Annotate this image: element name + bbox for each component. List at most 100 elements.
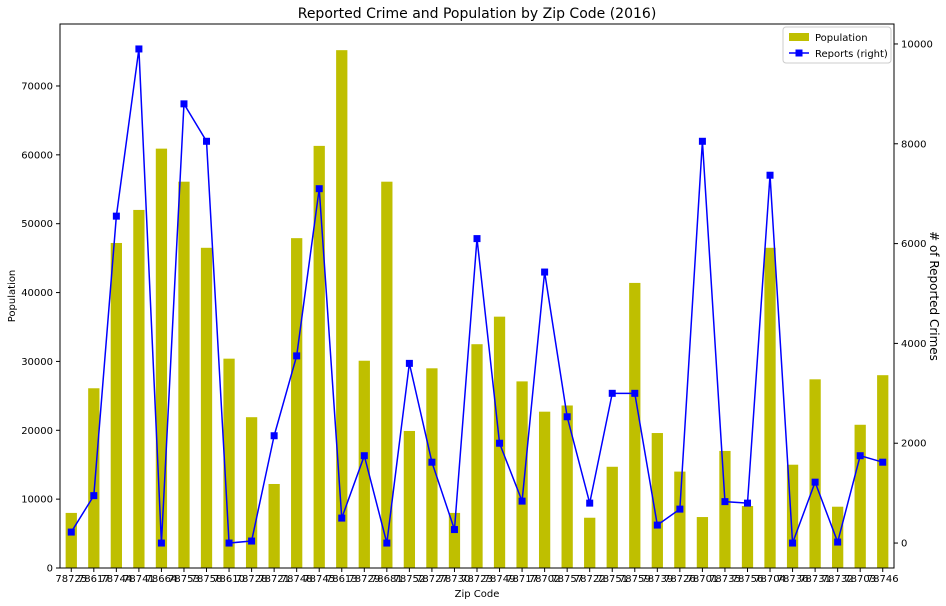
- y-axis-label: Population: [7, 270, 18, 323]
- x-tick-label: 78732: [822, 574, 854, 585]
- y-tick-label: 50000: [21, 219, 53, 230]
- x-tick-label: 78758: [191, 574, 223, 585]
- x-tick-label: 78723: [461, 574, 493, 585]
- bar-population: [426, 368, 438, 568]
- x-tick-label: 78610: [213, 574, 245, 585]
- x-tick-label: 78745: [303, 574, 335, 585]
- x-tick-label: 78730: [439, 574, 471, 585]
- point-reports: [653, 521, 661, 529]
- bar-population: [178, 181, 190, 568]
- x-tick-label: 78725: [55, 574, 87, 585]
- x-tick-label: 78722: [574, 574, 606, 585]
- y-tick-label: 10000: [21, 495, 53, 506]
- x-tick-label: 78736: [777, 574, 809, 585]
- y-tick-label: 30000: [21, 357, 53, 368]
- bar-population: [223, 358, 235, 568]
- point-reports: [360, 452, 368, 460]
- x-tick-label: 78739: [641, 574, 673, 585]
- x-tick-label: 78726: [664, 574, 696, 585]
- bar-population: [516, 381, 528, 568]
- bar-population: [245, 417, 258, 568]
- x-axis-label: Zip Code: [455, 589, 500, 600]
- x-tick-label: 78731: [799, 574, 831, 585]
- point-reports: [473, 235, 481, 243]
- point-reports: [180, 100, 188, 108]
- legend-swatch-population: [789, 33, 809, 41]
- point-reports: [225, 539, 233, 547]
- x-tick-label: 78729: [348, 574, 380, 585]
- line-layer: [67, 45, 887, 547]
- point-reports: [203, 137, 211, 145]
- point-reports: [112, 212, 120, 220]
- y-right-tick-label: 0: [901, 539, 907, 550]
- bar-population: [832, 506, 844, 568]
- point-reports: [450, 526, 458, 534]
- point-reports: [631, 389, 639, 397]
- point-reports: [293, 352, 301, 360]
- bar-population: [133, 209, 145, 568]
- bar-population: [719, 450, 731, 568]
- x-tick-label: 78751: [596, 574, 628, 585]
- bar-population: [471, 344, 483, 568]
- point-reports: [789, 539, 797, 547]
- y-right-tick-label: 4000: [901, 339, 926, 350]
- y-right-tick-label: 6000: [901, 239, 926, 250]
- chart-title: Reported Crime and Population by Zip Cod…: [298, 6, 657, 22]
- bar-population: [336, 50, 348, 568]
- bar-population: [606, 466, 618, 568]
- point-reports: [608, 389, 616, 397]
- y-tick-label: 40000: [21, 288, 53, 299]
- bars-layer: [65, 50, 889, 568]
- bar-population: [877, 375, 889, 568]
- point-reports: [428, 458, 436, 466]
- y-right-tick-label: 8000: [901, 139, 926, 150]
- y-tick-label: 60000: [21, 150, 53, 161]
- bar-population: [200, 247, 213, 568]
- x-tick-label: 78617: [78, 574, 110, 585]
- x-tick-label: 78664: [146, 574, 178, 585]
- point-reports: [563, 413, 571, 421]
- point-reports: [67, 528, 75, 536]
- point-reports: [405, 359, 413, 367]
- bar-population: [291, 238, 303, 568]
- x-tick-label: 78727: [416, 574, 448, 585]
- point-reports: [811, 478, 819, 486]
- x-tick-label: 78752: [393, 574, 425, 585]
- bar-population: [448, 512, 461, 568]
- point-reports: [743, 499, 751, 507]
- point-reports: [157, 539, 165, 547]
- legend-frame: [782, 26, 892, 64]
- point-reports: [541, 268, 549, 276]
- x-tick-label: 78702: [529, 574, 561, 585]
- x-tick-label: 78741: [123, 574, 155, 585]
- bar-population: [268, 483, 280, 568]
- x-tick-label: 78681: [371, 574, 403, 585]
- x-tick-label: 78735: [709, 574, 741, 585]
- x-tick-label: 78756: [732, 574, 764, 585]
- bar-population: [786, 464, 799, 568]
- y-tick-label: 70000: [21, 81, 53, 92]
- bar-population: [741, 506, 754, 568]
- x-tick-label: 78748: [281, 574, 313, 585]
- point-reports: [248, 537, 256, 545]
- bar-population: [88, 388, 100, 568]
- bar-population: [65, 512, 77, 568]
- point-reports: [676, 505, 684, 513]
- bar-population: [110, 242, 122, 568]
- point-reports: [135, 45, 143, 53]
- x-tick-label: 78703: [844, 574, 876, 585]
- bar-population: [674, 471, 686, 568]
- point-reports: [834, 538, 842, 546]
- x-tick-label: 78757: [551, 574, 583, 585]
- point-reports: [315, 185, 323, 193]
- point-reports: [879, 458, 887, 466]
- x-tick-label: 78613: [326, 574, 358, 585]
- x-tick-label: 78701: [686, 574, 718, 585]
- bar-population: [854, 424, 866, 568]
- bar-population: [696, 517, 709, 568]
- bar-population: [538, 411, 551, 568]
- bar-population: [561, 405, 573, 568]
- bar-population: [155, 148, 168, 568]
- point-reports: [496, 439, 504, 447]
- point-reports: [338, 514, 346, 522]
